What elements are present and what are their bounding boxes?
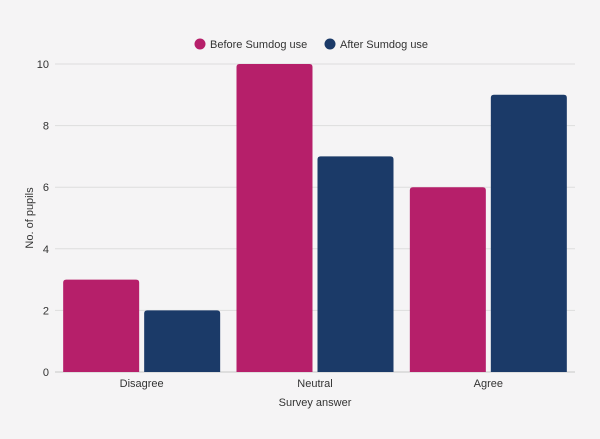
x-tick-label: Disagree <box>120 378 164 390</box>
y-tick-label: 8 <box>43 121 49 133</box>
x-axis-ticks: Disagree Neutral Agree <box>120 378 503 390</box>
y-tick-label: 4 <box>43 244 49 256</box>
x-tick-label: Neutral <box>297 378 332 390</box>
legend-swatch <box>324 38 336 50</box>
bar-disagree-before <box>63 279 140 372</box>
y-tick-label: 10 <box>37 59 49 71</box>
y-tick-label: 0 <box>43 367 49 379</box>
gridlines <box>55 63 575 373</box>
legend-label: Before Sumdog use <box>210 39 307 51</box>
bar-disagree-after <box>144 310 221 372</box>
x-axis-title: Survey answer <box>279 397 352 409</box>
y-tick-label: 2 <box>43 305 49 317</box>
legend: Before Sumdog use After Sumdog use <box>194 38 428 51</box>
bars <box>63 64 567 373</box>
y-axis-ticks: 0 2 4 6 8 10 <box>37 59 49 379</box>
y-axis-title: No. of pupils <box>24 187 36 249</box>
bar-neutral-before <box>236 64 313 372</box>
bar-neutral-after <box>317 156 394 372</box>
bar-agree-after <box>490 94 567 373</box>
legend-label: After Sumdog use <box>340 39 428 51</box>
x-tick-label: Agree <box>474 378 503 390</box>
legend-swatch <box>194 38 206 50</box>
bar-agree-before <box>409 187 486 372</box>
y-tick-label: 6 <box>43 182 49 194</box>
